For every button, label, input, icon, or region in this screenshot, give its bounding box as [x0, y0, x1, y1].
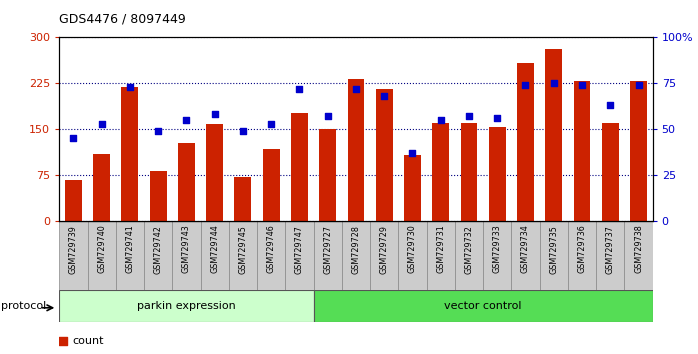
Bar: [348, 79, 364, 221]
Bar: [568, 221, 596, 290]
Bar: [206, 124, 223, 221]
Bar: [489, 127, 506, 221]
Bar: [574, 81, 591, 221]
Bar: [461, 123, 477, 221]
Bar: [313, 221, 342, 290]
Bar: [121, 87, 138, 221]
Bar: [455, 221, 483, 290]
Text: GDS4476 / 8097449: GDS4476 / 8097449: [59, 12, 186, 25]
Bar: [59, 221, 87, 290]
Bar: [630, 81, 647, 221]
Bar: [257, 221, 285, 290]
Point: [350, 86, 362, 92]
Bar: [602, 123, 618, 221]
Text: GSM729727: GSM729727: [323, 225, 332, 274]
Text: GSM729746: GSM729746: [267, 225, 276, 273]
Text: parkin expression: parkin expression: [137, 301, 236, 311]
Text: GSM729738: GSM729738: [634, 225, 643, 273]
Bar: [517, 63, 534, 221]
Bar: [87, 221, 116, 290]
Bar: [342, 221, 370, 290]
Point: [153, 128, 164, 134]
Text: GSM729732: GSM729732: [464, 225, 473, 274]
Bar: [229, 221, 257, 290]
Bar: [285, 221, 313, 290]
Bar: [291, 113, 308, 221]
Bar: [94, 154, 110, 221]
Point: [96, 121, 107, 126]
Bar: [404, 155, 421, 221]
Text: protocol: protocol: [1, 301, 47, 311]
Text: GSM729734: GSM729734: [521, 225, 530, 273]
Text: GSM729745: GSM729745: [239, 225, 248, 274]
Point: [68, 136, 79, 141]
Point: [209, 112, 221, 117]
Point: [294, 86, 305, 92]
Text: GSM729741: GSM729741: [126, 225, 135, 273]
Text: GSM729731: GSM729731: [436, 225, 445, 273]
Bar: [545, 50, 562, 221]
Bar: [59, 290, 313, 322]
Text: vector control: vector control: [445, 301, 522, 311]
Point: [633, 82, 644, 88]
Bar: [432, 123, 450, 221]
Bar: [319, 129, 336, 221]
Text: count: count: [73, 336, 104, 346]
Text: GSM729729: GSM729729: [380, 225, 389, 274]
Bar: [150, 171, 167, 221]
Text: GSM729736: GSM729736: [577, 225, 586, 273]
Bar: [172, 221, 200, 290]
Point: [604, 102, 616, 108]
Bar: [540, 221, 568, 290]
Bar: [200, 221, 229, 290]
Point: [435, 117, 446, 123]
Bar: [235, 177, 251, 221]
Point: [577, 82, 588, 88]
Bar: [116, 221, 144, 290]
Point: [181, 117, 192, 123]
Bar: [313, 290, 653, 322]
Point: [463, 114, 475, 119]
Text: GSM729728: GSM729728: [352, 225, 360, 274]
Point: [124, 84, 135, 90]
Bar: [426, 221, 455, 290]
Text: GSM729747: GSM729747: [295, 225, 304, 274]
Bar: [512, 221, 540, 290]
Bar: [483, 221, 512, 290]
Bar: [65, 179, 82, 221]
Point: [58, 338, 69, 343]
Text: GSM729737: GSM729737: [606, 225, 615, 274]
Point: [237, 128, 248, 134]
Text: GSM729740: GSM729740: [97, 225, 106, 273]
Bar: [370, 221, 399, 290]
Text: GSM729744: GSM729744: [210, 225, 219, 273]
Bar: [596, 221, 625, 290]
Bar: [399, 221, 426, 290]
Point: [378, 93, 389, 99]
Bar: [178, 143, 195, 221]
Point: [520, 82, 531, 88]
Bar: [625, 221, 653, 290]
Text: GSM729735: GSM729735: [549, 225, 558, 274]
Point: [322, 114, 334, 119]
Point: [491, 115, 503, 121]
Point: [266, 121, 277, 126]
Bar: [144, 221, 172, 290]
Text: GSM729743: GSM729743: [182, 225, 191, 273]
Text: GSM729742: GSM729742: [154, 225, 163, 274]
Text: GSM729739: GSM729739: [69, 225, 78, 274]
Point: [548, 80, 559, 86]
Bar: [376, 89, 393, 221]
Text: GSM729730: GSM729730: [408, 225, 417, 273]
Point: [407, 150, 418, 156]
Text: GSM729733: GSM729733: [493, 225, 502, 273]
Bar: [262, 149, 280, 221]
